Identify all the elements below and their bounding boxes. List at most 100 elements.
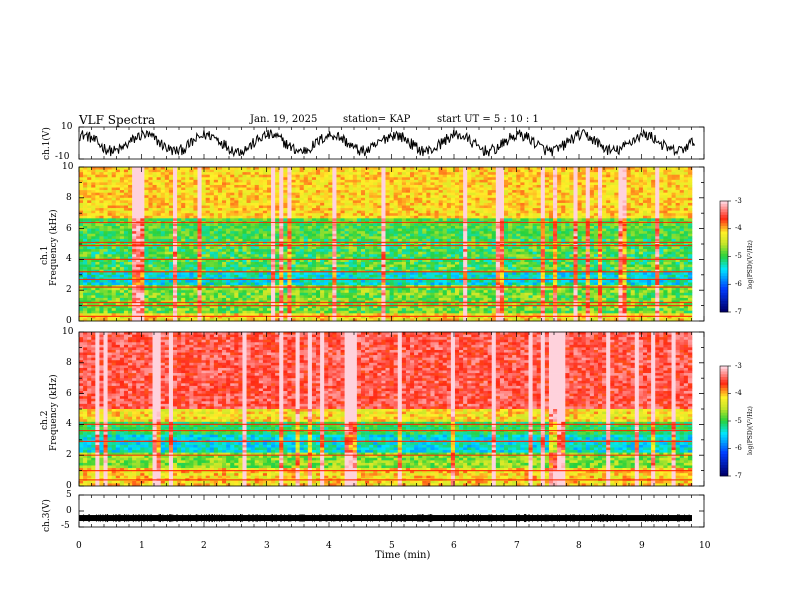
colorbar2-gradient-cell [720,467,728,471]
colorbar1-gradient-cell [720,303,728,307]
colorbar1-tick-label: -3 [735,197,742,205]
colorbar1-gradient-cell [720,214,728,218]
colorbar1-gradient-cell [720,225,728,230]
colorbar1-gradient-cell [720,281,728,285]
colorbar2-gradient-cell [720,440,728,444]
colorbar1-gradient-cell [720,275,728,279]
colorbar1-gradient-cell [720,287,728,291]
colorbar1-gradient-cell [720,264,728,268]
ch1-ytick-label: -10 [55,152,70,162]
colorbar1-tick-label: -7 [735,308,742,316]
colorbar1-tick-label: -6 [735,280,742,288]
colorbar1-gradient-cell [720,237,728,241]
colorbar2-tick-label: -5 [735,417,742,425]
x-tick-label: 4 [326,541,332,551]
colorbar2-gradient-cell [720,385,728,389]
chart-title: VLF Spectra [79,113,156,127]
spec1-ytick-label: 8 [66,193,72,203]
colorbar1-gradient-cell [720,295,728,299]
colorbar2-gradient-cell [720,407,728,411]
colorbar2-gradient-cell [720,393,728,397]
colorbar1-gradient-cell [720,201,728,205]
x-axis-label: Time (min) [375,550,431,561]
colorbar1-gradient-cell [720,228,728,232]
colorbar2-gradient-cell [720,473,728,477]
colorbar1-gradient-cell [720,298,728,302]
colorbar2-gradient-cell [720,415,728,419]
colorbar1-gradient-cell [720,289,728,293]
colorbar2-gradient-cell [720,388,728,392]
colorbar2-gradient-cell [720,434,728,438]
colorbar1-gradient-cell [720,306,728,310]
colorbar2-gradient-cell [720,412,728,416]
ch1-spectrogram-heatmap-cells [79,167,693,322]
x-tick-label: 8 [576,541,582,551]
x-tick-label: 0 [76,541,82,551]
colorbar1-gradient-cell [720,239,728,243]
spec2-ytick-label: 8 [66,358,72,368]
colorbar2-tick-label: -3 [735,362,742,370]
colorbar2-gradient-cell [720,459,728,463]
colorbar1-gradient-cell [720,262,728,266]
colorbar2-tick-label: -7 [735,472,742,480]
colorbar1-gradient-cell [720,278,728,282]
colorbar2-gradient-cell [720,437,728,441]
colorbar1-gradient-cell [720,223,728,227]
spec1-ytick-label: 4 [66,254,72,264]
colorbar1-tick-label: -5 [735,252,742,260]
ch1-waveform-line [78,128,696,158]
x-tick-label: 1 [139,541,145,551]
colorbar2-gradient-cell [720,421,728,425]
x-tick-label: 5 [389,541,395,551]
x-tick-label: 9 [639,541,645,551]
x-tick-label: 3 [264,541,270,551]
colorbar2-gradient-cell [720,456,728,460]
ch1-ytick-label: 10 [61,122,73,132]
station-label: station= KAP [343,114,411,125]
spec1-ytick-label: 6 [66,224,72,234]
spec1-ytick-label: 2 [66,285,72,295]
date-label: Jan. 19, 2025 [250,114,318,125]
colorbar2-gradient-cell [720,377,728,381]
colorbar1-gradient-cell [720,206,728,210]
colorbar1-gradient-cell [720,234,728,238]
colorbar2-gradient-cell [720,379,728,383]
colorbar1-gradient-cell [720,217,728,221]
spec2-ytick-label: 2 [66,450,72,460]
colorbar1-gradient-cell [720,259,728,263]
colorbar2-gradient-cell [720,366,728,370]
ch3-ytick-label: -5 [61,521,70,531]
spec1-ytick-label: 10 [62,162,74,172]
colorbar2-gradient-cell [720,382,728,386]
colorbar1-gradient-cell [720,309,728,313]
colorbar2-gradient-cell [720,454,728,458]
colorbar2-gradient-cell [720,443,728,447]
colorbar2-gradient-cell [720,371,728,375]
colorbar2-gradient-cell [720,410,728,414]
colorbar2-gradient-cell [720,396,728,400]
colorbar2-gradient-cell [720,426,728,430]
colorbar1-gradient-cell [720,203,728,207]
colorbar1-gradient-cell [720,267,728,271]
spec2-ytick-label: 6 [66,389,72,399]
colorbar1-gradient-cell [720,245,728,249]
colorbar2-gradient-cell [720,462,728,466]
ch2-spectrogram-heatmap-cells [79,332,693,487]
spec2-ytick-label: 4 [66,419,72,429]
colorbar1-gradient-cell [720,248,728,252]
ch3-ytick-label: 5 [66,490,72,500]
spec2-ytick-label: 10 [62,327,74,337]
colorbar1-gradient-cell [720,273,728,277]
colorbar1-gradient-cell [720,250,728,255]
start-time-label: start UT = 5 : 10 : 1 [437,114,539,125]
colorbar2-gradient-cell [720,465,728,469]
x-tick-label: 10 [699,541,711,551]
x-tick-label: 7 [514,541,520,551]
x-tick-label: 2 [201,541,207,551]
spec1-ytick-label: 0 [66,316,72,326]
colorbar1-tick-label: -4 [735,224,742,232]
colorbar1-gradient-cell [720,220,728,224]
colorbar1-gradient-cell [720,231,728,235]
colorbar2-gradient-cell [720,470,728,474]
